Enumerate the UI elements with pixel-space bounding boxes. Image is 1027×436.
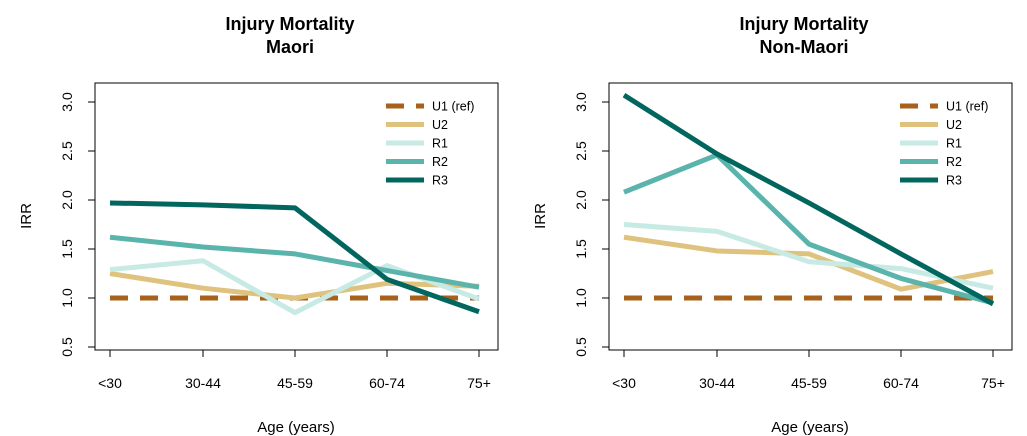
y-tick-label: 2.5 xyxy=(573,141,589,161)
y-tick-label: 2.0 xyxy=(573,190,589,210)
y-tick-label: 0.5 xyxy=(573,337,589,357)
y-axis-label: IRR xyxy=(18,203,35,229)
legend-label-r3: R3 xyxy=(946,174,962,188)
series-line-r3 xyxy=(109,200,480,315)
chart-title: Injury Mortality xyxy=(739,14,868,34)
y-axis-label: IRR xyxy=(532,203,549,229)
legend-label-r1: R1 xyxy=(946,137,962,151)
y-tick-label: 1.5 xyxy=(573,239,589,259)
x-tick-label: 75+ xyxy=(981,375,1005,391)
legend-label-u2: U2 xyxy=(946,118,962,132)
y-tick-label: 1.5 xyxy=(59,239,75,259)
legend-label-r3: R3 xyxy=(432,174,448,188)
series-line-r2 xyxy=(623,152,994,306)
x-tick-label: 30-44 xyxy=(699,375,735,391)
x-tick-label: 45-59 xyxy=(277,375,313,391)
y-tick-label: 3.0 xyxy=(59,92,75,112)
y-tick-label: 1.0 xyxy=(59,288,75,308)
legend-label-r2: R2 xyxy=(946,155,962,169)
line-chart-maori: Injury Mortality Maori 0.5 1.0 1.5 2.0 2.5 3.0 <… xyxy=(18,14,499,436)
chart-panel-non-maori: Injury Mortality Non-Maori 0.5 1.0 1.5 2.0 2.5… xyxy=(514,0,1027,436)
x-tick-label: 60-74 xyxy=(369,375,405,391)
y-tick-label: 0.5 xyxy=(59,337,75,357)
x-axis-label: Age (years) xyxy=(771,419,849,436)
y-tick-label: 2.5 xyxy=(59,141,75,161)
x-tick-label: <30 xyxy=(98,375,122,391)
legend-label-u2: U2 xyxy=(432,118,448,132)
x-tick-label: 45-59 xyxy=(791,375,827,391)
chart-subtitle: Non-Maori xyxy=(760,37,849,57)
plot-frame xyxy=(94,82,499,351)
chart-title: Injury Mortality xyxy=(225,14,354,34)
legend-label-u1-ref: U1 (ref) xyxy=(432,100,474,114)
y-tick-label: 3.0 xyxy=(573,92,589,112)
legend-label-u1-ref: U1 (ref) xyxy=(946,100,988,114)
chart-subtitle: Maori xyxy=(266,37,314,57)
x-tick-label: 75+ xyxy=(467,375,491,391)
series-line-r2 xyxy=(109,234,480,290)
legend-label-r2: R2 xyxy=(432,155,448,169)
series-line-r1 xyxy=(623,222,994,291)
line-chart-non-maori: Injury Mortality Non-Maori 0.5 1.0 1.5 2.0 2.5… xyxy=(532,14,1013,436)
legend-label-r1: R1 xyxy=(432,137,448,151)
x-tick-label: 60-74 xyxy=(883,375,919,391)
x-tick-label: 30-44 xyxy=(185,375,221,391)
series-line-r3 xyxy=(622,93,995,307)
x-tick-label: <30 xyxy=(612,375,636,391)
series-line-u2 xyxy=(109,271,480,301)
x-axis-label: Age (years) xyxy=(257,419,335,436)
plot-frame xyxy=(608,82,1013,351)
y-tick-label: 1.0 xyxy=(573,288,589,308)
y-tick-label: 2.0 xyxy=(59,190,75,210)
chart-panel-maori: Injury Mortality Maori 0.5 1.0 1.5 2.0 2.5 3.0 <… xyxy=(0,0,513,436)
series-line-u2 xyxy=(623,234,994,292)
